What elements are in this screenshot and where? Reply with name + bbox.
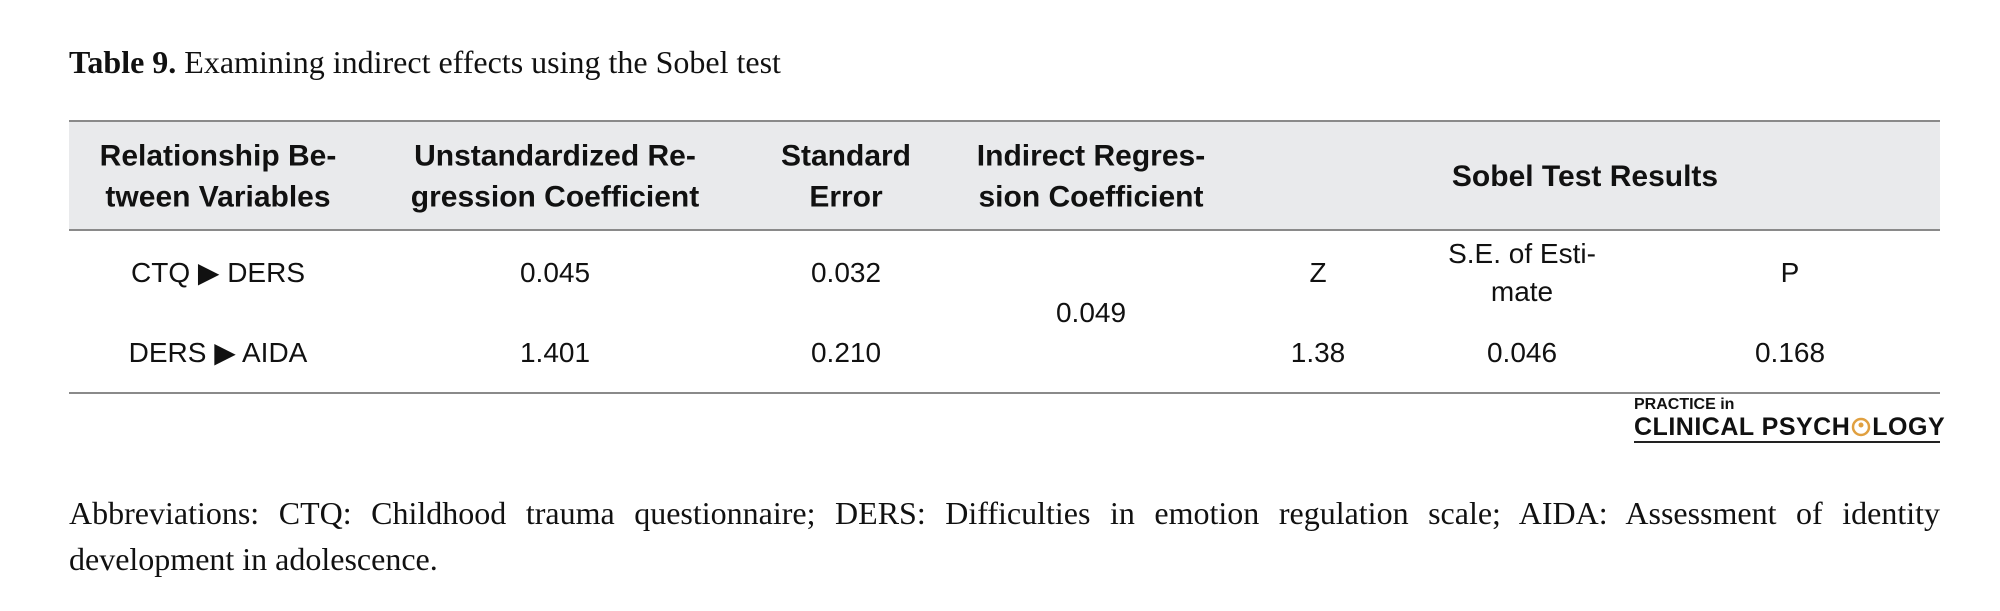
logo-text: LOGY [1872, 413, 1946, 441]
cell: 1.38 [1290, 337, 1346, 369]
caption: Table 9. Examining indirect effects usin… [69, 44, 781, 81]
caption-label: Table 9. [69, 44, 177, 80]
cell: 0.032 [810, 257, 882, 289]
logo-text: CLINICAL PSYCH [1634, 413, 1851, 441]
header-cell: Sobel Test Results [1451, 159, 1719, 193]
cell: 0.168 [1754, 337, 1826, 369]
cell: CTQ ▶ DERS [131, 257, 305, 289]
bottom-rule [69, 392, 1940, 394]
cell: Z [1309, 257, 1327, 289]
caption-text: Examining indirect effects using the Sob… [184, 44, 781, 80]
cell: 0.046 [1486, 337, 1558, 369]
cell: 0.049 [1055, 297, 1127, 329]
logo-top: PRACTICE in [1634, 396, 1735, 413]
cell: 0.210 [810, 337, 882, 369]
logo: CLINICAL PSYCH LOGY [1634, 413, 1945, 442]
cell: P [1780, 257, 1800, 289]
cell: S.E. of Esti- mate [1448, 238, 1596, 307]
header-rule [69, 229, 1940, 231]
logo-icon [1852, 417, 1871, 437]
footnote: Abbreviations: CTQ: Childhood trauma que… [69, 495, 1940, 577]
cell: 1.401 [519, 337, 591, 369]
header-background [69, 121, 1940, 230]
top-rule [69, 120, 1940, 122]
cell: 0.045 [519, 257, 591, 289]
logo-underline [1634, 441, 1940, 443]
header-cell: Unstandardized Re- gression Coefficient [410, 139, 700, 214]
header-cell: Relationship Be- tween Variables [99, 139, 337, 214]
header-cell: Standard Error [780, 139, 912, 214]
cell: DERS ▶ AIDA [128, 337, 308, 369]
header-cell: Indirect Regres- sion Coefficient [976, 139, 1206, 214]
